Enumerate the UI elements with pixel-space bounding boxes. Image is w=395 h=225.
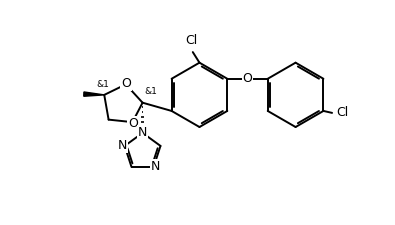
Polygon shape	[84, 92, 104, 96]
Text: &1: &1	[97, 80, 109, 89]
Text: N: N	[138, 126, 147, 139]
Text: O: O	[243, 72, 252, 85]
Text: Cl: Cl	[336, 106, 348, 119]
Text: O: O	[121, 77, 131, 90]
Text: O: O	[128, 117, 138, 130]
Text: N: N	[118, 140, 128, 152]
Text: Cl: Cl	[186, 34, 198, 47]
Text: N: N	[151, 160, 160, 173]
Text: &1: &1	[145, 87, 158, 96]
